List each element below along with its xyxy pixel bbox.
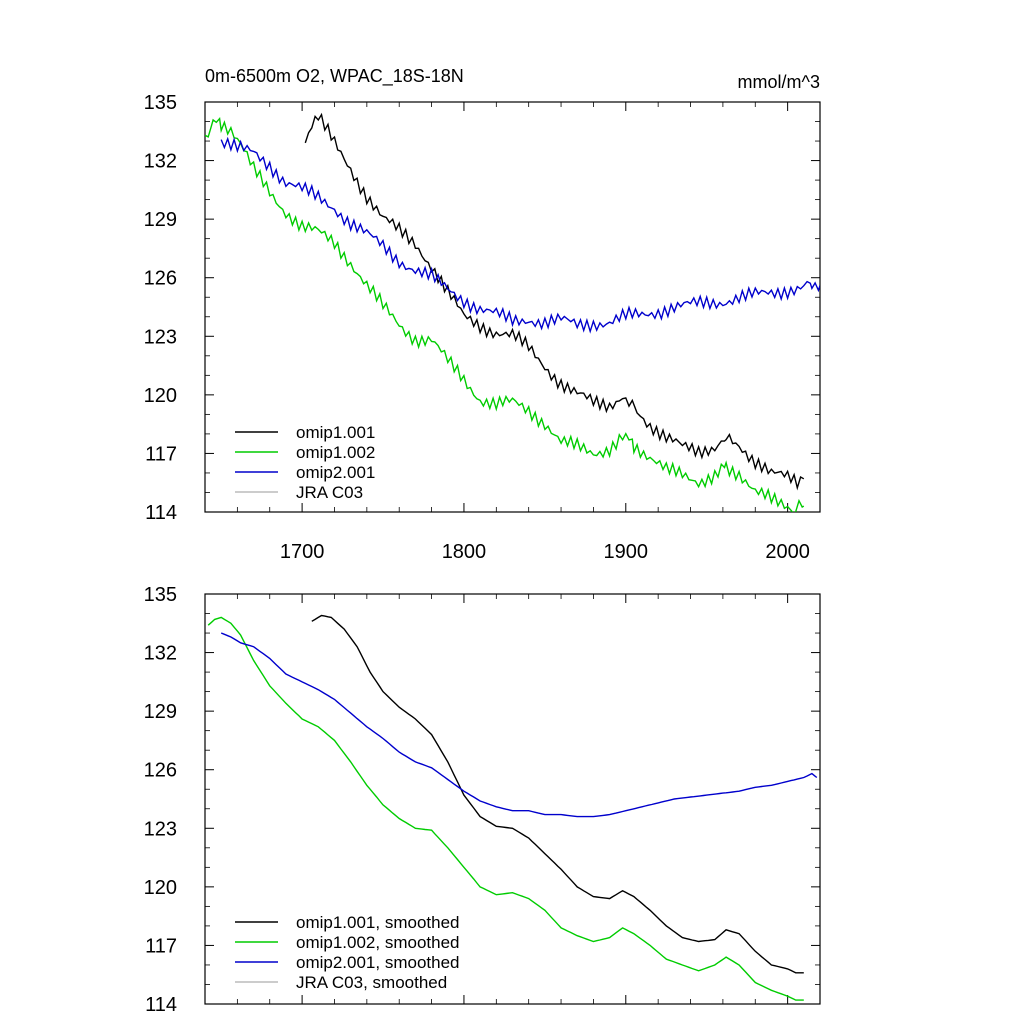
y-tick-label: 117 [145, 443, 177, 465]
y-tick-label: 123 [144, 818, 177, 840]
bottom-panel: 114 117 120 123 126 129 132 135 omip1.001, smoot… [144, 584, 821, 1016]
y-tick-label: 129 [144, 701, 177, 723]
x-tick-label: 1900 [604, 541, 649, 563]
units-label: mmol/m^3 [738, 72, 820, 92]
legend-label: omip2.001, smoothed [296, 953, 460, 972]
y-tick-label: 132 [144, 151, 177, 173]
x-tick-label: 2000 [765, 541, 810, 563]
series-line-omip1-001-smoothed [311, 614, 804, 974]
series-line-omip1-001 [304, 112, 805, 491]
y-tick-label: 126 [144, 268, 177, 290]
y-tick-label: 135 [144, 584, 177, 606]
legend-label: omip1.001, smoothed [296, 913, 460, 932]
top-panel: 114 117 120 123 126 129 132 135 1700 1800 1900 2000… [144, 66, 821, 563]
series-line-omip2-001 [220, 136, 820, 334]
y-tick-label: 123 [144, 326, 177, 348]
y-tick-label: 120 [144, 877, 177, 899]
series-line-omip2-001-smoothed [220, 632, 818, 818]
series-line-omip1-002 [205, 116, 805, 512]
x-tick-label: 1800 [442, 541, 487, 563]
y-tick-label: 126 [144, 760, 177, 782]
y-tick-label: 132 [144, 643, 177, 665]
y-tick-label: 114 [145, 994, 177, 1016]
plot-frame [204, 101, 821, 513]
legend-label: omip1.002, smoothed [296, 933, 460, 952]
legend-label: omip2.001 [296, 463, 375, 482]
legend-label: JRA C03 [296, 483, 363, 502]
chart-title: 0m-6500m O2, WPAC_18S-18N [205, 66, 464, 87]
y-tick-label: 135 [144, 92, 177, 114]
y-tick-label: 129 [144, 209, 177, 231]
plot-frame [204, 593, 821, 1005]
y-tick-label: 120 [144, 385, 177, 407]
x-tick-label: 1700 [280, 541, 325, 563]
series-line-omip1-002-smoothed [207, 616, 804, 1001]
legend-label: omip1.001 [296, 423, 375, 442]
y-tick-label: 117 [145, 935, 177, 957]
legend-label: JRA C03, smoothed [296, 973, 447, 992]
legend-label: omip1.002 [296, 443, 375, 462]
y-tick-label: 114 [145, 502, 177, 524]
